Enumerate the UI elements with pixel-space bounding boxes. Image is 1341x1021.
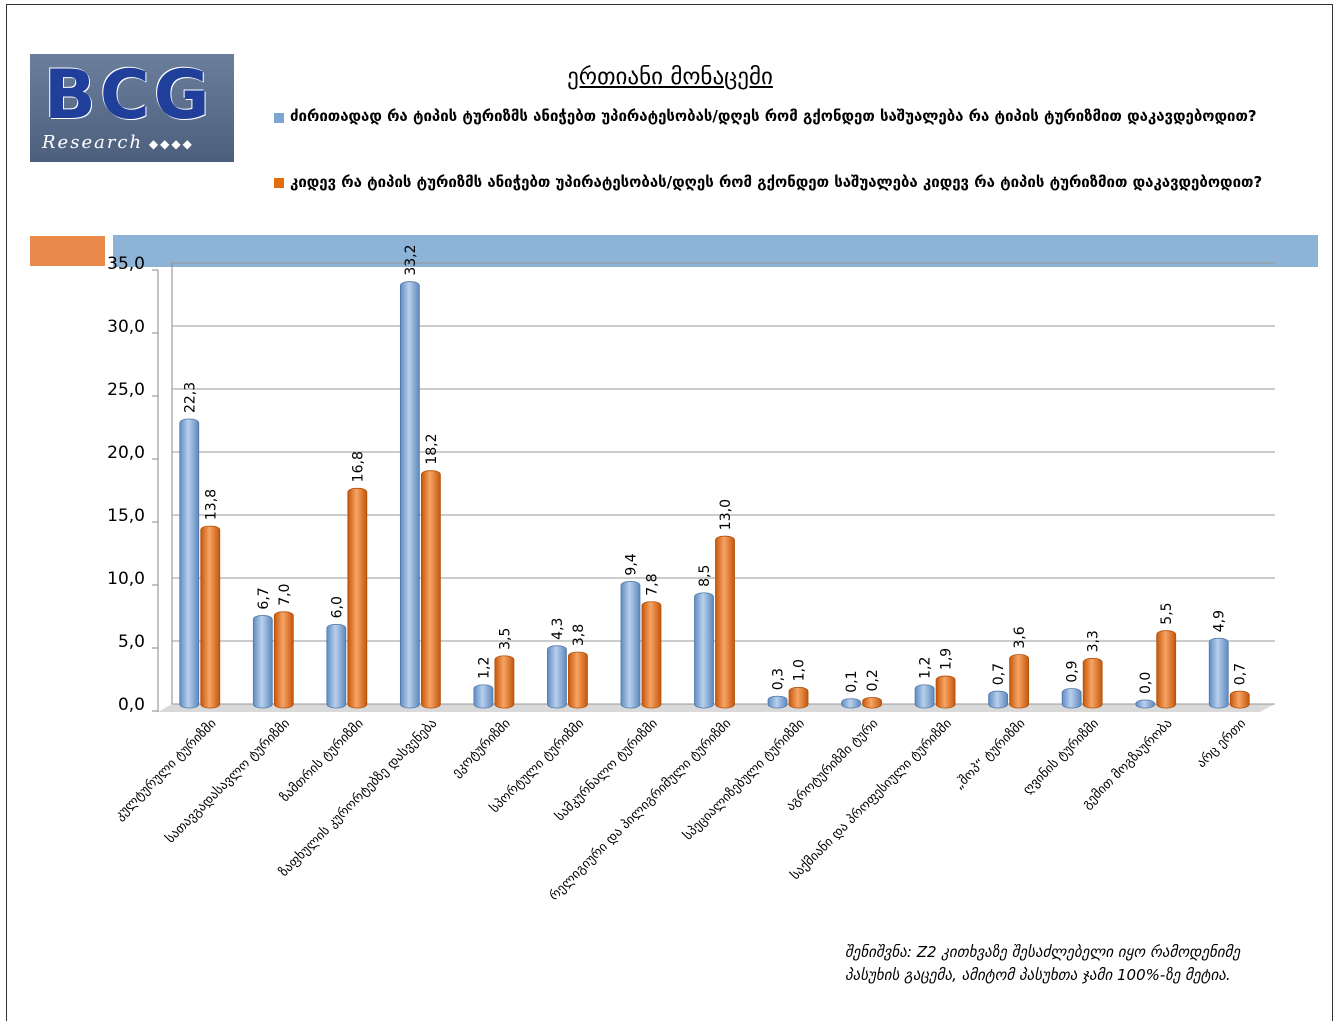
value-label: 1,0 bbox=[792, 659, 808, 681]
bar bbox=[547, 645, 567, 709]
value-label: 1,2 bbox=[918, 657, 934, 679]
y-tick-label: 25,0 bbox=[107, 380, 145, 400]
value-label: 4,3 bbox=[550, 618, 566, 640]
bar bbox=[988, 690, 1009, 709]
y-tick-label: 10,0 bbox=[107, 569, 145, 589]
value-label: 0,1 bbox=[844, 670, 860, 692]
value-label: 33,2 bbox=[403, 245, 419, 276]
bar bbox=[252, 615, 273, 709]
bar bbox=[1061, 688, 1082, 709]
y-tick-label: 30,0 bbox=[107, 317, 145, 337]
bar bbox=[326, 624, 347, 709]
value-label: 0,9 bbox=[1065, 660, 1081, 682]
bar bbox=[694, 592, 714, 709]
logo-subtitle: Research bbox=[42, 132, 194, 153]
value-label: 4,9 bbox=[1212, 610, 1228, 632]
note: შენიშვნა: Z2 კითხვაზე შესაძლებელი იყო რა… bbox=[845, 943, 1241, 984]
bar bbox=[273, 611, 294, 709]
bar bbox=[494, 655, 515, 709]
bar bbox=[935, 675, 956, 709]
value-label: 13,0 bbox=[718, 499, 734, 530]
value-label: 9,4 bbox=[623, 553, 639, 575]
bar bbox=[767, 695, 788, 709]
header-strip bbox=[30, 236, 105, 266]
x-tick-label: ზაფხულის კურორტებზე დასვენება bbox=[277, 716, 441, 880]
value-label: 13,8 bbox=[203, 489, 219, 520]
bar bbox=[715, 535, 735, 709]
bar bbox=[1135, 699, 1156, 709]
x-tick-label: ეკოტურიზმი bbox=[449, 716, 513, 780]
bar bbox=[914, 684, 935, 709]
bar bbox=[1082, 658, 1103, 709]
frame bbox=[6, 4, 1333, 1021]
value-label: 22,3 bbox=[182, 382, 198, 413]
logo: BCG Research bbox=[30, 54, 234, 162]
value-label: 0,7 bbox=[991, 663, 1007, 685]
value-label: 7,8 bbox=[644, 573, 660, 595]
y-tick-label: 15,0 bbox=[107, 506, 145, 526]
logo-title: BCG bbox=[44, 56, 214, 135]
value-label: 8,5 bbox=[697, 565, 713, 587]
value-label: 3,8 bbox=[571, 624, 587, 646]
bar bbox=[420, 470, 441, 709]
value-label: 16,8 bbox=[350, 451, 366, 482]
chart-title: ერთიანი მონაცემი bbox=[567, 64, 773, 90]
bar bbox=[1009, 654, 1030, 709]
x-tick-label: არც ერთი bbox=[1194, 716, 1249, 771]
bar bbox=[568, 651, 588, 709]
value-label: 18,2 bbox=[424, 434, 440, 465]
bar bbox=[1208, 637, 1229, 709]
x-tick-label: „შოპ“ ტურიზმი bbox=[952, 716, 1029, 793]
bar bbox=[862, 697, 882, 709]
bar bbox=[399, 281, 420, 709]
bar bbox=[641, 601, 662, 709]
legend-swatch bbox=[274, 178, 284, 188]
value-label: 3,3 bbox=[1086, 630, 1102, 652]
value-label: 0,2 bbox=[865, 669, 881, 691]
x-tick-label: სპეციალიზებული ტურიზმი bbox=[681, 716, 809, 844]
legend-swatch bbox=[274, 113, 284, 123]
value-label: 6,0 bbox=[329, 596, 345, 618]
bar bbox=[620, 581, 641, 709]
legend-entry: კიდევ რა ტიპის ტურიზმს ანიჭებთ უპირატესო… bbox=[290, 173, 1263, 191]
value-label: 1,2 bbox=[476, 657, 492, 679]
value-label: 5,5 bbox=[1159, 602, 1175, 624]
value-label: 3,5 bbox=[497, 628, 513, 650]
value-label: 0,3 bbox=[771, 668, 787, 690]
bar bbox=[473, 684, 494, 709]
value-label: 3,6 bbox=[1012, 626, 1028, 648]
bar bbox=[347, 487, 368, 709]
bar bbox=[841, 698, 861, 709]
x-tick-label: სათავგადასავლო ტურიზმი bbox=[163, 716, 293, 846]
y-tick-label: 35,0 bbox=[107, 254, 145, 274]
value-label: 1,9 bbox=[939, 648, 955, 670]
header-strip bbox=[113, 235, 1318, 267]
legend-entry: ძირითადად რა ტიპის ტურიზმს ანიჭებთ უპირა… bbox=[290, 107, 1257, 125]
bar bbox=[179, 418, 200, 709]
bar bbox=[1229, 690, 1250, 709]
x-tick-label: საქმიანი და პროფესიული ტურიზმი bbox=[788, 716, 955, 883]
x-tick-label: ღვინის ტურიზმი bbox=[1020, 716, 1102, 798]
y-tick-label: 0,0 bbox=[118, 695, 145, 715]
y-tick-label: 5,0 bbox=[118, 632, 145, 652]
bar bbox=[1156, 630, 1177, 709]
y-tick-label: 20,0 bbox=[107, 443, 145, 463]
bar bbox=[200, 525, 221, 709]
value-label: 6,7 bbox=[256, 587, 272, 609]
value-label: 7,0 bbox=[277, 584, 293, 606]
value-label: 0,0 bbox=[1138, 672, 1154, 694]
bar bbox=[788, 687, 809, 709]
value-label: 0,7 bbox=[1233, 663, 1249, 685]
